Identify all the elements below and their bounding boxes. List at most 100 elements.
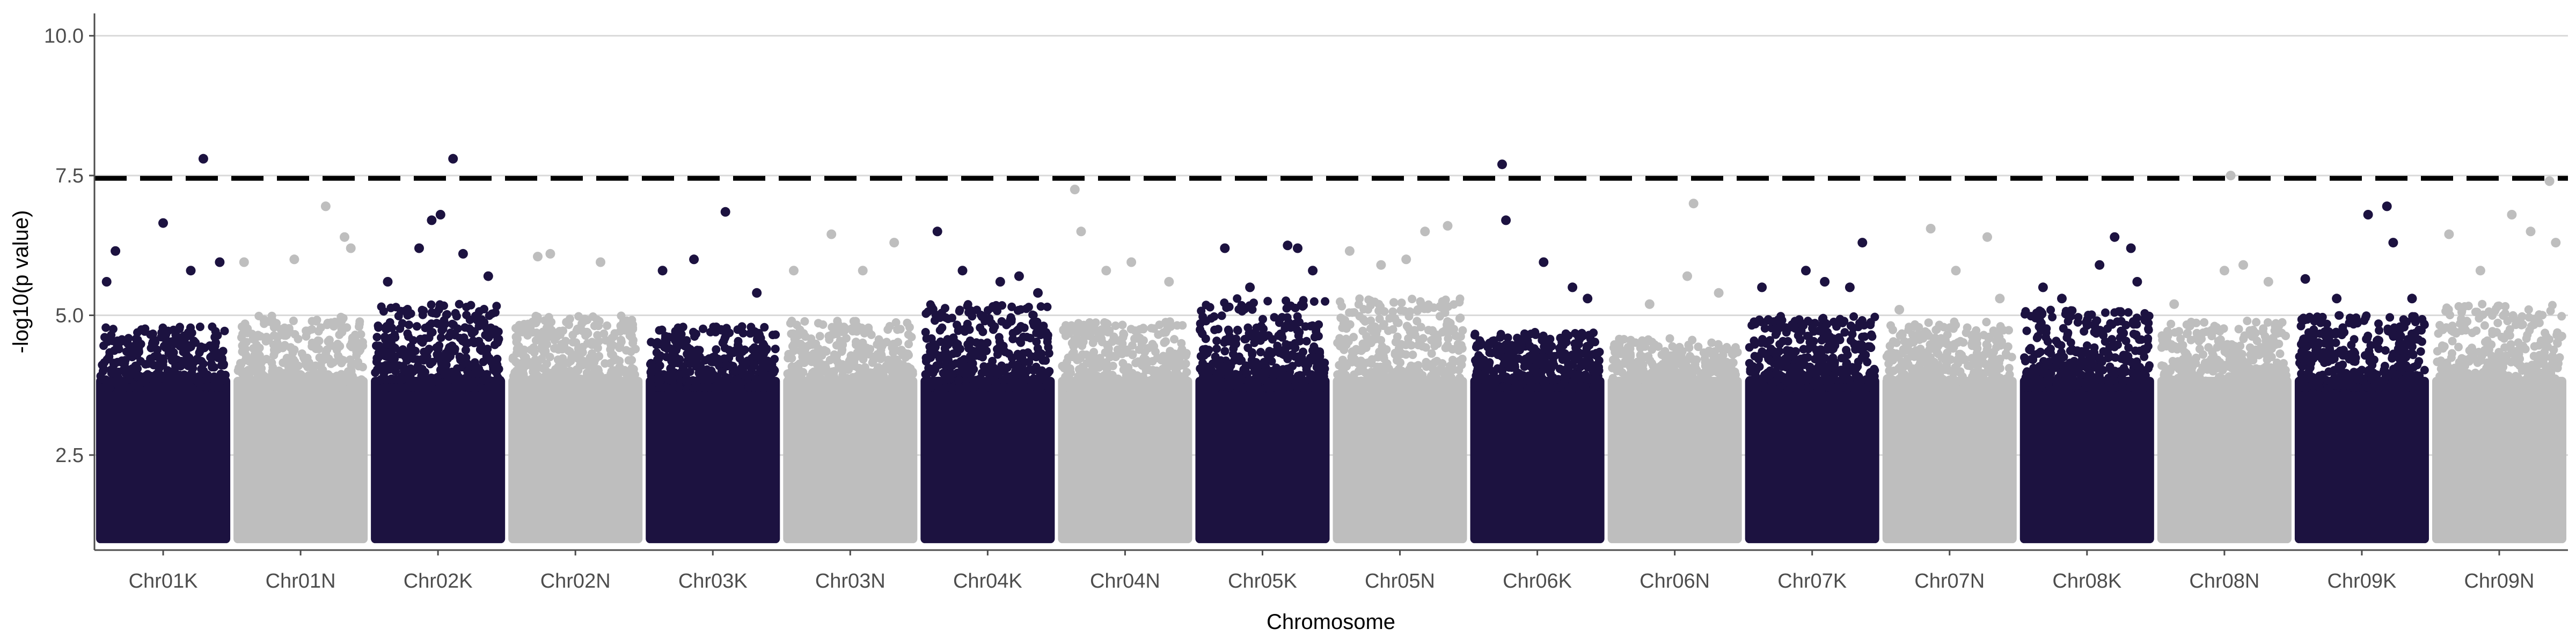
snp-point [491,340,499,349]
snp-point [1104,348,1113,357]
snp-point [1283,240,1293,251]
chromosome-Chr05K-points [1195,240,1330,544]
snp-point [198,153,208,164]
snp-point [1202,301,1211,310]
snp-point [159,341,169,350]
snp-point [441,319,450,328]
snp-point [352,383,361,392]
snp-point [1074,365,1084,374]
snp-point [1280,324,1290,333]
snp-point [387,383,397,392]
snp-point [312,317,321,326]
snp-point [1245,282,1255,292]
snp-point [455,299,464,309]
snp-point [548,383,557,392]
snp-point [1315,347,1324,356]
dense-points-block [1333,377,1467,544]
snp-point [1139,359,1148,368]
snp-point [755,353,764,362]
snp-point [203,382,213,391]
snp-point [424,375,433,384]
snp-point [1162,370,1172,379]
snp-point [342,376,351,385]
snp-point [561,374,570,383]
snp-point [709,323,718,332]
snp-point [1585,357,1594,366]
snp-point [411,379,420,388]
snp-point [661,383,670,392]
snp-point [671,327,680,336]
snp-point [979,362,989,371]
snp-point [1016,368,1024,377]
snp-point [1410,383,1419,392]
snp-point [893,361,902,370]
snp-point [1409,364,1418,373]
snp-point [1371,322,1379,331]
snp-point [1401,350,1410,359]
snp-point [1102,382,1111,391]
snp-point [355,322,363,331]
dense-points-block [783,377,918,544]
snp-point [181,350,191,358]
snp-point [524,360,533,369]
snp-point [1569,378,1578,387]
snp-point [1497,374,1506,383]
snp-point [583,316,592,325]
snp-point [289,355,298,364]
snp-point [419,356,428,365]
snp-point [602,376,611,385]
snp-point [583,329,592,338]
snp-point [186,266,196,276]
snp-point [1353,358,1362,368]
snp-point [584,371,594,380]
snp-point [629,378,638,387]
snp-point [1260,333,1269,342]
snp-point [1336,369,1345,378]
snp-point [1071,379,1080,388]
snp-point [238,330,247,339]
snp-point [1480,383,1489,391]
snp-point [1178,321,1187,330]
snp-point [817,375,826,384]
snp-point [314,336,324,346]
snp-point [96,371,105,380]
snp-point [596,257,605,267]
snp-point [247,367,256,376]
snp-point [1378,342,1387,351]
snp-point [952,342,961,351]
snp-point [477,383,486,392]
snp-point [1450,325,1459,334]
snp-point [976,310,985,319]
snp-point [1432,375,1441,384]
snp-point [371,368,380,377]
snp-point [1470,330,1480,339]
snp-point [1440,306,1449,315]
snp-point [1591,372,1600,381]
snp-point [188,383,197,392]
snp-point [1019,332,1028,341]
snp-point [1220,243,1230,253]
snp-point [1525,341,1534,350]
snp-point [533,252,543,262]
snp-point [734,336,743,346]
snp-point [1321,297,1330,306]
snp-point [938,323,947,332]
snp-point [1101,266,1111,276]
snp-point [1498,382,1507,391]
snp-point [699,324,707,333]
snp-point [103,337,112,346]
snp-point [133,335,142,345]
snp-point [976,323,985,332]
snp-point [280,323,289,332]
snp-point [1201,383,1210,392]
chromosome-Chr01N-points [233,201,368,544]
snp-point [1146,382,1155,391]
snp-point [889,348,898,357]
snp-point [957,266,968,276]
snp-point [371,383,380,392]
snp-point [398,345,407,354]
snp-point [824,383,833,392]
snp-point [1583,294,1593,304]
snp-point [894,338,903,347]
